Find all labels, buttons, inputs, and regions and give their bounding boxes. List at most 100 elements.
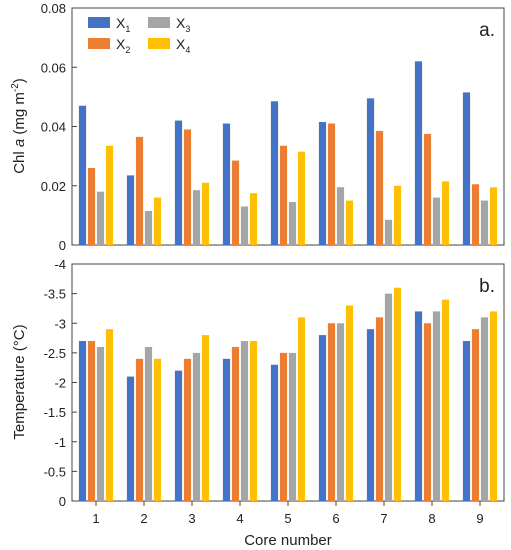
panel-a-bar-x3-core-3 — [192, 190, 201, 245]
panel-a-bar-x2-core-1 — [87, 167, 96, 245]
panel-a-bar-x4-core-1 — [105, 145, 114, 245]
panel-a-bar-x2-core-9 — [471, 184, 480, 245]
legend-swatch-x3 — [148, 17, 170, 28]
panel-b-bar-x4-core-6 — [345, 305, 354, 501]
panel-b-bar-x2-core-6 — [327, 323, 336, 501]
panel-a-bar-x4-core-7 — [393, 185, 402, 245]
panel-a-bar-x4-core-2 — [153, 197, 162, 245]
panel-b-y-tick-label: -2.5 — [44, 346, 66, 361]
panel-a-bar-x4-core-9 — [489, 187, 498, 245]
panel-b-y-tick-label: -3.5 — [44, 287, 66, 302]
panel-b: 0 -0.5 -1 -1.5 -2 -2.5 -3 -3.5 -4 1 2 3 4 5 6 7 8 9 b. T… — [11, 257, 505, 549]
panel-b-bar-x1-core-9 — [462, 341, 471, 501]
panel-b-bar-x2-core-2 — [135, 358, 144, 501]
x-tick-label: 5 — [284, 511, 291, 526]
x-tick-label: 7 — [380, 511, 387, 526]
panel-a-bar-x4-core-4 — [249, 193, 258, 245]
panel-a-bar-x4-core-8 — [441, 181, 450, 245]
panel-b-bar-x2-core-5 — [279, 352, 288, 501]
panel-a-bar-x2-core-7 — [375, 130, 384, 245]
panel-a-bar-x2-core-8 — [423, 133, 432, 245]
panel-b-y-tick-label: -2 — [54, 376, 66, 391]
panel-a-y-tick-label: 0.02 — [41, 179, 66, 194]
panel-b-bar-x3-core-2 — [144, 346, 153, 501]
panel-b-bar-x3-core-5 — [288, 352, 297, 501]
panel-a-y-tick-label: 0.08 — [41, 1, 66, 16]
panel-b-y-tick-label: -0.5 — [44, 464, 66, 479]
panel-a-bar-x4-core-5 — [297, 151, 306, 245]
legend: X1 X3 X2 X4 — [88, 15, 190, 55]
panel-a-bar-x3-core-7 — [384, 219, 393, 245]
panel-a-bar-x2-core-6 — [327, 123, 336, 245]
panel-b-bar-x4-core-8 — [441, 299, 450, 501]
panel-a-bar-x2-core-2 — [135, 136, 144, 245]
x-axis-label: Core number — [244, 532, 332, 549]
legend-label-x2: X2 — [116, 36, 130, 55]
panel-b-y-tick-label: -3 — [54, 316, 66, 331]
panel-a-bar-x1-core-1 — [78, 105, 87, 245]
panel-a-bar-x3-core-1 — [96, 191, 105, 245]
panel-b-bar-x1-core-2 — [126, 376, 135, 501]
panel-a-bar-x2-core-4 — [231, 160, 240, 245]
panel-b-bar-x2-core-9 — [471, 329, 480, 501]
panel-b-bar-x3-core-8 — [432, 311, 441, 501]
panel-a-bar-x1-core-9 — [462, 92, 471, 246]
panel-b-bar-x4-core-4 — [249, 341, 258, 501]
legend-item-x4: X4 — [148, 36, 190, 55]
legend-swatch-x2 — [88, 38, 110, 49]
panel-a-bar-x3-core-8 — [432, 197, 441, 245]
panel-b-bar-x1-core-8 — [414, 311, 423, 501]
panel-a-bar-x3-core-6 — [336, 187, 345, 245]
panel-b-bar-x2-core-1 — [87, 341, 96, 501]
x-tick-label: 8 — [428, 511, 435, 526]
panel-b-bar-x2-core-8 — [423, 323, 432, 501]
legend-label-x1: X1 — [116, 15, 130, 34]
panel-b-bar-x2-core-7 — [375, 317, 384, 501]
panel-a-bar-x3-core-2 — [144, 210, 153, 245]
panel-a-bar-x1-core-6 — [318, 122, 327, 245]
panel-a-y-ticks: 0 0.02 0.04 0.06 0.08 — [41, 1, 77, 253]
panel-b-bar-x4-core-1 — [105, 329, 114, 501]
panel-a-bar-x2-core-3 — [183, 129, 192, 245]
panel-b-bar-x2-core-4 — [231, 346, 240, 501]
panel-a-bar-x4-core-3 — [201, 182, 210, 245]
panel-b-bars — [78, 287, 498, 501]
panel-a-bar-x3-core-4 — [240, 206, 249, 245]
panel-b-y-tick-label: -1 — [54, 435, 66, 450]
panel-b-bar-x2-core-3 — [183, 358, 192, 501]
panel-a-bars — [78, 61, 498, 246]
panel-a-bar-x2-core-5 — [279, 145, 288, 245]
panel-a-y-tick-label: 0.06 — [41, 60, 66, 75]
panel-a-label: a. — [479, 20, 495, 41]
panel-a-bar-x4-core-6 — [345, 200, 354, 245]
panel-b-x-ticks: 1 2 3 4 5 6 7 8 9 — [92, 501, 484, 526]
panel-b-y-tick-label: -4 — [54, 257, 66, 272]
panel-a-bar-x1-core-8 — [414, 61, 423, 246]
panel-b-label: b. — [479, 276, 495, 297]
panel-a-y-tick-label: 0 — [59, 238, 66, 253]
panel-b-bar-x3-core-4 — [240, 341, 249, 501]
panel-b-bar-x4-core-3 — [201, 335, 210, 501]
legend-item-x3: X3 — [148, 15, 190, 34]
x-tick-label: 6 — [332, 511, 339, 526]
x-tick-label: 1 — [92, 511, 99, 526]
panel-b-y-axis-label: Temperature (°C) — [11, 324, 28, 439]
panel-b-bar-x1-core-4 — [222, 358, 231, 501]
panel-b-bar-x1-core-3 — [174, 370, 183, 501]
panel-a-bar-x3-core-9 — [480, 200, 489, 245]
panel-a-bar-x1-core-2 — [126, 175, 135, 245]
panel-b-y-ticks: 0 -0.5 -1 -1.5 -2 -2.5 -3 -3.5 -4 — [44, 257, 77, 509]
panel-b-bar-x1-core-1 — [78, 341, 87, 501]
panel-a-y-tick-label: 0.04 — [41, 120, 66, 135]
panel-b-bar-x1-core-7 — [366, 329, 375, 501]
panel-a-bar-x1-core-5 — [270, 101, 279, 245]
panel-b-bar-x3-core-9 — [480, 317, 489, 501]
panel-a-bar-x1-core-4 — [222, 123, 231, 245]
x-tick-label: 4 — [236, 511, 243, 526]
legend-swatch-x4 — [148, 38, 170, 49]
x-tick-label: 3 — [188, 511, 195, 526]
panel-b-bar-x1-core-6 — [318, 335, 327, 501]
panel-b-bar-x3-core-6 — [336, 323, 345, 501]
x-tick-label: 2 — [140, 511, 147, 526]
panel-a-bar-x1-core-3 — [174, 120, 183, 245]
